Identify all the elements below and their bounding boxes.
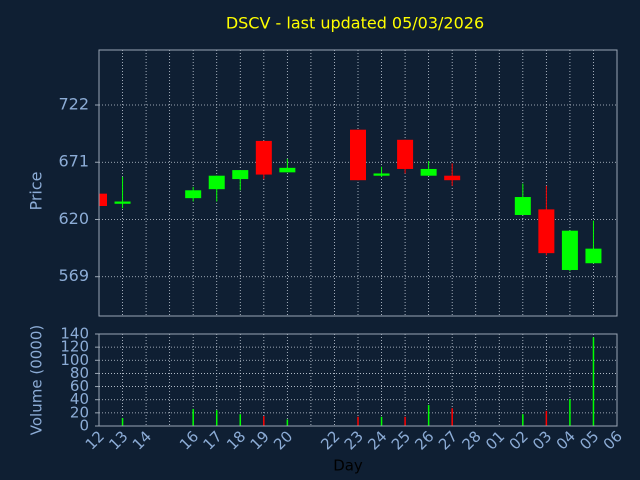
volume-tick-label: 120	[60, 338, 89, 356]
y-tick-label: 722	[58, 94, 89, 113]
volume-bar	[592, 337, 595, 426]
volume-bar	[545, 410, 548, 426]
volume-tick-label: 140	[60, 325, 89, 343]
volume-tick-label: 100	[60, 351, 89, 369]
volume-tick-label: 80	[70, 364, 89, 382]
candle-body	[397, 139, 414, 169]
volume-bar	[380, 416, 383, 426]
candle-body	[444, 175, 461, 181]
volume-bar	[451, 408, 453, 426]
volume-tick-label: 20	[70, 403, 89, 421]
candle-body	[585, 248, 602, 264]
chart-title: DSCV - last updated 05/03/2026	[226, 14, 484, 33]
candle-body	[208, 175, 225, 190]
volume-frame	[98, 333, 618, 427]
volume-bar	[121, 418, 124, 426]
candle-body	[279, 167, 296, 173]
volume-tick-label: 0	[79, 417, 89, 435]
candle-body	[114, 201, 131, 204]
volume-bar	[427, 404, 430, 426]
volume-bar	[569, 399, 571, 426]
candle-body	[99, 193, 107, 207]
y-tick-label: 671	[58, 152, 89, 171]
y-tick-label: 620	[58, 209, 89, 228]
candle-body	[561, 230, 578, 270]
candle-body	[514, 197, 531, 215]
price-frame	[98, 49, 618, 317]
volume-bar	[357, 416, 359, 426]
candle-body	[538, 209, 555, 254]
volume-bar	[239, 414, 242, 426]
volume-bar	[263, 416, 265, 426]
candle-body	[232, 170, 249, 180]
x-axis-label: Day	[333, 457, 363, 475]
candle-body	[255, 140, 272, 175]
volume-bar	[404, 416, 406, 426]
volume-bar	[215, 410, 218, 426]
y-tick-label: 569	[58, 266, 89, 285]
volume-tick-label: 40	[70, 390, 89, 408]
candle-body	[350, 129, 366, 181]
candle-body	[373, 173, 390, 176]
volume-bar	[522, 414, 524, 426]
volume-bar	[286, 419, 289, 426]
candle-body	[420, 168, 437, 176]
volume-bar	[192, 408, 194, 426]
candle-body	[185, 190, 202, 199]
volume-axis-label: Volume (0000)	[28, 325, 46, 435]
y-axis-label: Price	[27, 171, 46, 210]
volume-tick-label: 60	[70, 377, 89, 395]
